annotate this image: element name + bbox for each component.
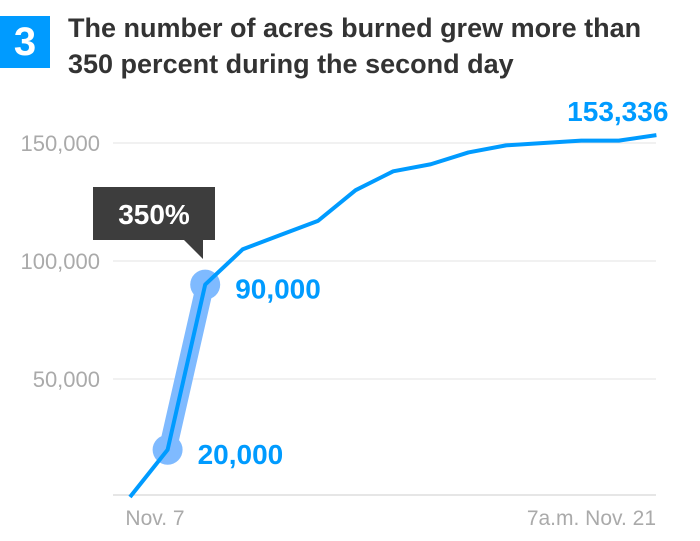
chart-title: The number of acres burned grew more tha… [68,13,642,79]
data-label: 20,000 [198,439,284,470]
section-number-badge: 3 [0,16,50,68]
y-tick-label: 150,000 [20,131,100,156]
callout-box [93,187,215,259]
data-label: 153,336 [567,96,668,127]
y-tick-label: 100,000 [20,249,100,274]
data-label: 90,000 [235,274,321,305]
x-tick-label: Nov. 7 [125,507,184,530]
callout-label: 350% [118,199,190,230]
x-tick-label: 7a.m. Nov. 21 [527,507,656,530]
y-tick-label: 50,000 [33,367,100,392]
